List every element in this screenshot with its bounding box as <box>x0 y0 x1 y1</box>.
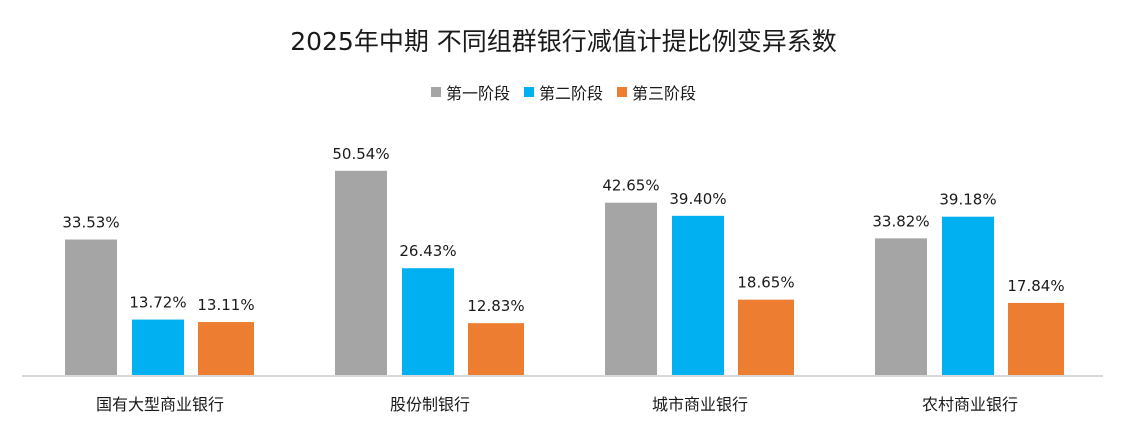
legend-item-stage1: 第一阶段 <box>430 80 510 104</box>
bar-series1 <box>875 238 927 375</box>
data-label: 42.65% <box>602 177 659 195</box>
bar-series1 <box>65 239 117 375</box>
bar-series2 <box>942 216 994 375</box>
data-label: 12.83% <box>467 297 524 315</box>
data-label: 26.43% <box>399 242 456 260</box>
legend-swatch <box>617 87 627 97</box>
data-label: 13.11% <box>197 296 254 314</box>
x-tick-label: 城市商业银行 <box>652 395 748 414</box>
legend-label: 第一阶段 <box>445 84 510 103</box>
legend-item-stage2: 第二阶段 <box>523 80 603 104</box>
data-label: 50.54% <box>332 145 389 163</box>
bar-series2 <box>672 215 724 375</box>
data-label: 39.18% <box>939 191 996 209</box>
bar-series1 <box>335 170 387 375</box>
data-label: 17.84% <box>1007 277 1064 295</box>
data-label: 33.82% <box>872 212 929 230</box>
legend-label: 第二阶段 <box>538 84 603 103</box>
x-tick-label: 股份制银行 <box>390 395 470 414</box>
legend: 第一阶段 第二阶段 第三阶段 <box>0 80 1127 104</box>
legend-item-stage3: 第三阶段 <box>617 80 696 104</box>
bar-series3 <box>1008 302 1064 375</box>
x-tick-label: 国有大型商业银行 <box>96 395 224 414</box>
bar-series3 <box>198 322 254 375</box>
chart-title: 2025年中期 不同组群银行减值计提比例变异系数 <box>290 27 837 56</box>
legend-swatch <box>523 87 534 97</box>
bar-series3 <box>738 299 794 375</box>
data-label: 33.53% <box>62 214 119 232</box>
data-label: 39.40% <box>669 190 726 208</box>
bar-series1 <box>605 202 657 375</box>
bar-series2 <box>402 268 454 375</box>
bar-series3 <box>468 323 524 375</box>
legend-swatch <box>430 87 441 97</box>
data-label: 18.65% <box>737 274 794 292</box>
data-label: 13.72% <box>129 294 186 312</box>
legend-label: 第三阶段 <box>632 84 697 103</box>
x-tick-label: 农村商业银行 <box>922 395 1018 414</box>
bar-series2 <box>132 319 184 375</box>
